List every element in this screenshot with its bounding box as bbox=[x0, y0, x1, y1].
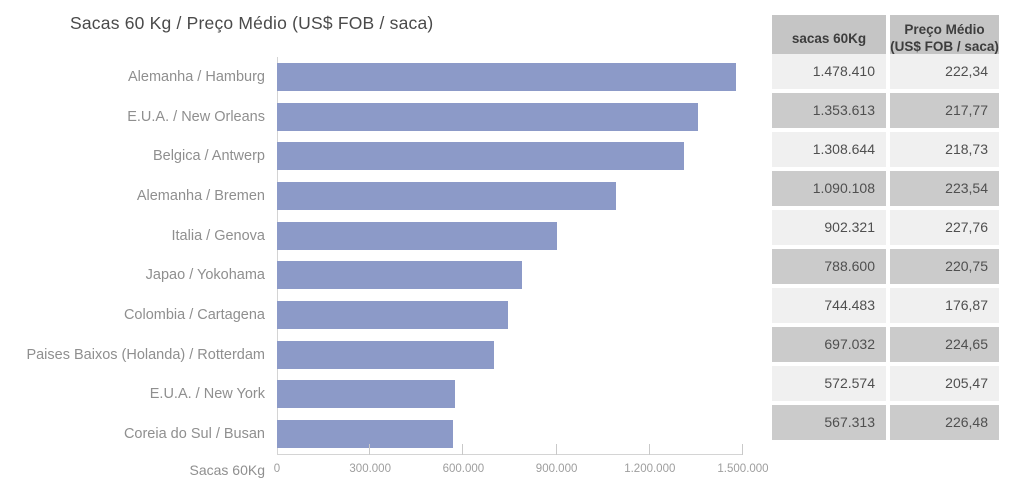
chart-row: Belgica / Antwerp bbox=[0, 136, 743, 176]
table-cell: 1.353.613 bbox=[772, 93, 886, 128]
category-label: Alemanha / Bremen bbox=[136, 187, 265, 204]
bar-track bbox=[277, 375, 743, 415]
category-label: E.U.A. / New Orleans bbox=[127, 108, 265, 125]
x-axis-line bbox=[277, 443, 743, 455]
bar-track bbox=[277, 97, 743, 137]
bar-track bbox=[277, 57, 743, 97]
bar-track bbox=[277, 136, 743, 176]
table-cell: 744.483 bbox=[772, 288, 886, 323]
chart-row: Paises Baixos (Holanda) / Rotterdam bbox=[0, 335, 743, 375]
table-cell: 224,65 bbox=[890, 327, 999, 362]
category-label: E.U.A. / New York bbox=[149, 386, 265, 403]
chart-row: Coreia do Sul / Busan bbox=[0, 414, 743, 454]
bar bbox=[277, 102, 698, 131]
table-cell: 572.574 bbox=[772, 366, 886, 401]
table-cell: 1.478.410 bbox=[772, 54, 886, 89]
x-axis-tick bbox=[648, 443, 650, 455]
bar-track bbox=[277, 414, 743, 454]
table-cell: 226,48 bbox=[890, 405, 999, 440]
table-cell: 788.600 bbox=[772, 249, 886, 284]
table-cell: 176,87 bbox=[890, 288, 999, 323]
x-axis-tick-label: 1.200.000 bbox=[624, 462, 676, 475]
x-axis-tick-label: 1.500.000 bbox=[717, 462, 769, 475]
chart-row: Japao / Yokohama bbox=[0, 255, 743, 295]
table-cell: 220,75 bbox=[890, 249, 999, 284]
chart-row: E.U.A. / New Orleans bbox=[0, 97, 743, 137]
x-axis-tick bbox=[555, 443, 557, 455]
x-axis-tick-label: 900.000 bbox=[535, 462, 578, 475]
table-cell: 205,47 bbox=[890, 366, 999, 401]
category-label: Coreia do Sul / Busan bbox=[123, 426, 265, 443]
bar bbox=[277, 221, 558, 250]
x-axis-tick-label: 300.000 bbox=[349, 462, 391, 475]
bar bbox=[277, 142, 684, 171]
chart-row: Alemanha / Bremen bbox=[0, 176, 743, 216]
table-cell: 1.308.644 bbox=[772, 132, 886, 167]
chart-title: Sacas 60 Kg / Preço Médio (US$ FOB / sac… bbox=[70, 13, 434, 33]
table-header-line: (US$ FOB / saca) bbox=[890, 39, 999, 54]
category-label: Paises Baixos (Holanda) / Rotterdam bbox=[26, 346, 265, 363]
summary-table: sacas 60Kg Preço Médio (US$ FOB / saca) 1.4… bbox=[772, 15, 999, 440]
table-cell: 1.090.108 bbox=[772, 171, 886, 206]
table-header-line: sacas 60Kg bbox=[791, 30, 867, 46]
chart-row: Alemanha / Hamburg bbox=[0, 57, 743, 97]
y-axis-line bbox=[277, 57, 278, 454]
x-axis-tick-label: 0 bbox=[273, 462, 281, 475]
table-cell: 227,76 bbox=[890, 210, 999, 245]
x-axis-title: Sacas 60Kg bbox=[189, 462, 266, 478]
bar bbox=[277, 62, 737, 91]
table-cell: 217,77 bbox=[890, 93, 999, 128]
category-label: Belgica / Antwerp bbox=[152, 148, 265, 165]
category-label: Colombia / Cartagena bbox=[123, 306, 265, 323]
category-label: Italia / Genova bbox=[171, 227, 266, 244]
plot-area: Alemanha / Hamburg E.U.A. / New Orleans Be… bbox=[0, 57, 743, 454]
x-axis-tick bbox=[369, 443, 371, 455]
x-axis-tick-labels: 0 300.000 600.000 900.000 1.200.000 1.500.000 bbox=[273, 462, 769, 483]
x-axis-tick bbox=[742, 443, 743, 455]
table-cell: 902.321 bbox=[772, 210, 886, 245]
bar-track bbox=[277, 255, 743, 295]
bar bbox=[277, 420, 454, 449]
bar bbox=[277, 380, 455, 409]
table-cell: 223,54 bbox=[890, 171, 999, 206]
table-cell: 567.313 bbox=[772, 405, 886, 440]
x-axis-tick bbox=[462, 443, 464, 455]
bar-track bbox=[277, 176, 743, 216]
bar-track bbox=[277, 295, 743, 335]
table-cell: 218,73 bbox=[890, 132, 999, 167]
category-label: Alemanha / Hamburg bbox=[127, 68, 265, 85]
chart-row: Colombia / Cartagena bbox=[0, 295, 743, 335]
bar-track bbox=[277, 216, 743, 256]
table-cell: 222,34 bbox=[890, 54, 999, 89]
bar bbox=[277, 181, 616, 210]
bar bbox=[277, 340, 494, 369]
bar-chart: Alemanha / Hamburg E.U.A. / New Orleans Be… bbox=[0, 57, 769, 483]
bar bbox=[277, 261, 522, 290]
table-header-line: Preço Médio bbox=[904, 22, 985, 38]
bar-track bbox=[277, 335, 743, 375]
bar bbox=[277, 300, 509, 329]
chart-row: E.U.A. / New York bbox=[0, 375, 743, 415]
chart-row: Italia / Genova bbox=[0, 216, 743, 256]
x-axis-tick-label: 600.000 bbox=[442, 462, 485, 475]
category-label: Japao / Yokohama bbox=[145, 267, 265, 284]
table-cell: 697.032 bbox=[772, 327, 886, 362]
